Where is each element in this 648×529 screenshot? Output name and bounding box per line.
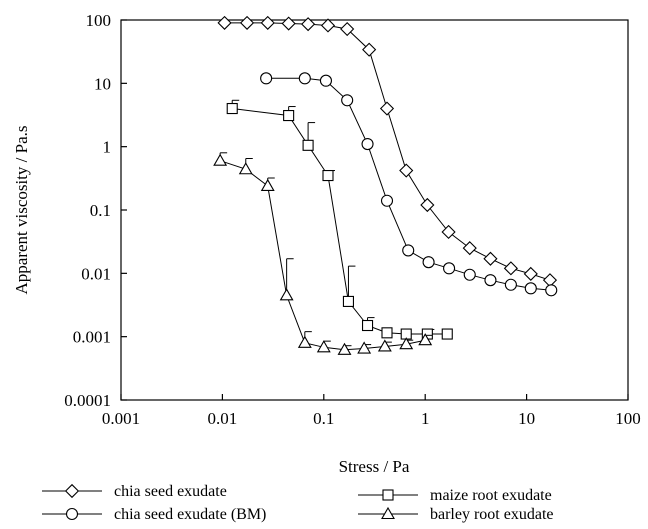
data-point xyxy=(297,335,312,348)
y-tick-label: 10 xyxy=(94,74,111,93)
data-point xyxy=(380,194,394,207)
y-tick-label: 1 xyxy=(103,138,112,157)
data-point xyxy=(504,278,517,291)
data-point xyxy=(316,340,331,353)
legend-item: chia seed exudate xyxy=(42,483,227,500)
legend-item: maize root exudate xyxy=(358,487,552,504)
data-point xyxy=(420,197,435,213)
data-point xyxy=(484,274,497,287)
data-point xyxy=(301,17,316,32)
data-point xyxy=(523,266,538,281)
data-point xyxy=(279,288,294,301)
data-point xyxy=(239,15,255,30)
x-tick-label: 0.01 xyxy=(208,409,238,428)
x-tick-label: 10 xyxy=(518,409,535,428)
series-line xyxy=(266,77,552,291)
data-point xyxy=(283,109,295,122)
legend-label: chia seed exudate xyxy=(114,483,227,500)
data-point xyxy=(422,256,435,269)
data-point xyxy=(340,21,355,37)
x-axis: 0.001 0.01 0.1 1 10 100 xyxy=(102,394,641,428)
legend-label: barley root exudate xyxy=(430,506,554,523)
legend: chia seed exudate chia seed exudate (BM) m… xyxy=(42,483,554,523)
x-tick-label: 100 xyxy=(615,409,641,428)
y-axis: 0.0001 0.001 0.01 0.1 1 10 100 xyxy=(64,11,127,410)
data-point xyxy=(217,15,232,30)
data-point xyxy=(379,101,395,116)
x-tick-label: 0.001 xyxy=(102,409,140,428)
data-point xyxy=(281,16,296,31)
data-point xyxy=(298,72,311,85)
x-tick-label: 0.1 xyxy=(313,409,334,428)
x-axis-label: Stress / Pa xyxy=(339,457,410,476)
series-line xyxy=(219,160,426,351)
data-point xyxy=(524,282,537,295)
x-tick-label: 1 xyxy=(421,409,430,428)
legend-label: chia seed exudate (BM) xyxy=(114,506,266,523)
data-point xyxy=(399,337,414,350)
data-point xyxy=(361,319,374,332)
legend-label: maize root exudate xyxy=(430,487,552,504)
series-line xyxy=(232,108,448,335)
legend-marker xyxy=(64,483,80,499)
data-point xyxy=(342,295,354,307)
y-tick-label: 0.01 xyxy=(81,264,111,283)
y-tick-label: 0.0001 xyxy=(64,391,111,410)
legend-marker xyxy=(381,506,395,520)
y-tick-label: 0.1 xyxy=(90,201,111,220)
data-point xyxy=(381,327,393,339)
data-point xyxy=(545,284,558,297)
data-point xyxy=(322,169,334,182)
series-square xyxy=(226,99,453,340)
data-point xyxy=(260,15,275,30)
data-point xyxy=(341,94,354,107)
series-layer xyxy=(213,15,558,355)
plot-border xyxy=(120,19,629,401)
data-point xyxy=(462,241,477,256)
data-point xyxy=(399,163,414,178)
data-point xyxy=(503,261,518,276)
data-point xyxy=(213,153,228,166)
data-point xyxy=(260,178,275,191)
data-point xyxy=(377,339,392,352)
data-point xyxy=(357,341,372,354)
data-point xyxy=(337,342,352,355)
data-point xyxy=(402,244,415,257)
data-point xyxy=(362,42,377,57)
data-point xyxy=(302,139,314,151)
series-line xyxy=(224,22,551,281)
data-point xyxy=(361,137,374,151)
legend-marker xyxy=(65,507,79,521)
data-point xyxy=(226,102,238,115)
data-point xyxy=(260,72,273,85)
legend-marker xyxy=(382,489,394,501)
data-point xyxy=(463,268,476,281)
data-point xyxy=(320,18,336,33)
y-tick-label: 100 xyxy=(86,11,112,30)
data-point xyxy=(441,328,453,340)
series-diamond xyxy=(217,15,558,288)
data-point xyxy=(418,333,433,346)
legend-item: chia seed exudate (BM) xyxy=(42,506,266,523)
plot-frame xyxy=(120,19,629,401)
y-tick-label: 0.001 xyxy=(73,328,111,347)
data-point xyxy=(319,74,332,87)
data-point xyxy=(238,162,253,175)
legend-item: barley root exudate xyxy=(358,506,554,523)
series-triangle xyxy=(213,152,433,355)
y-axis-label: Apparent viscosity / Pa.s xyxy=(12,125,31,294)
data-point xyxy=(443,262,456,275)
data-point xyxy=(441,224,456,240)
series-circle xyxy=(260,72,558,297)
data-point xyxy=(483,251,498,266)
